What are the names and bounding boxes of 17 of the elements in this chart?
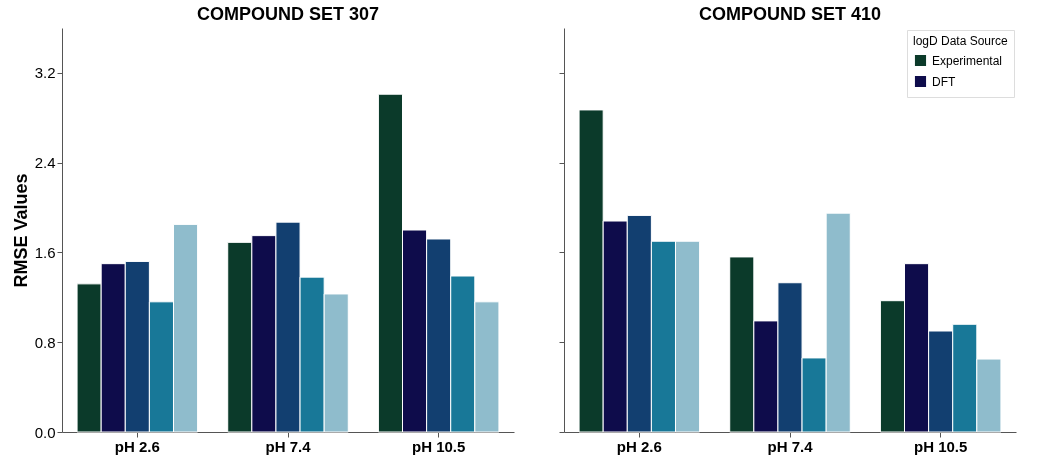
y-tick-label: 1.6: [34, 243, 56, 261]
y-tick-label: 0.0: [34, 423, 56, 441]
y-tick-label: 2.4: [34, 154, 56, 172]
x-tick-label: pH 2.6: [114, 437, 160, 455]
x-tick-label: pH 7.4: [767, 437, 814, 455]
y-axis-title: RMSE Values: [10, 173, 31, 288]
legend-title: logD Data Source: [913, 34, 1009, 48]
chart-title: COMPOUND SET 307: [196, 4, 380, 24]
x-tick-label: pH 7.4: [265, 437, 312, 455]
x-tick-label: pH 2.6: [616, 437, 662, 455]
y-tick-label: 3.2: [34, 64, 56, 82]
y-tick-label: 0.8: [34, 333, 56, 351]
legend-label: DFT: [932, 74, 956, 89]
x-tick-label: pH 10.5: [411, 437, 466, 455]
legend-label: Experimental: [932, 53, 1003, 68]
chart-title: COMPOUND SET 410: [698, 4, 882, 24]
x-tick-label: pH 10.5: [913, 437, 968, 455]
